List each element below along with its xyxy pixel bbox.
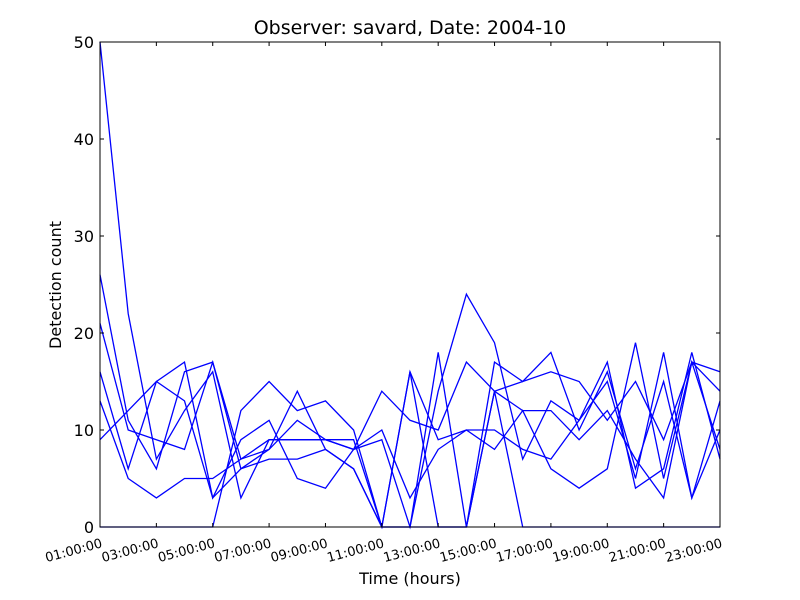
y-axis-label: Detection count: [46, 221, 65, 349]
y-tick-label: 20: [74, 324, 94, 343]
series-line-2: [99, 274, 721, 471]
chart-title: Observer: savard, Date: 2004-10: [254, 17, 567, 39]
y-tick-label: 0: [84, 518, 94, 537]
plot-frame: [99, 41, 721, 528]
y-tick-label: 50: [74, 33, 94, 52]
x-axis-label: Time (hours): [358, 569, 461, 588]
y-tick-label: 10: [74, 421, 94, 440]
y-tick-label: 40: [74, 130, 94, 149]
series-line-6: [99, 342, 721, 530]
y-tick-label: 30: [74, 227, 94, 246]
